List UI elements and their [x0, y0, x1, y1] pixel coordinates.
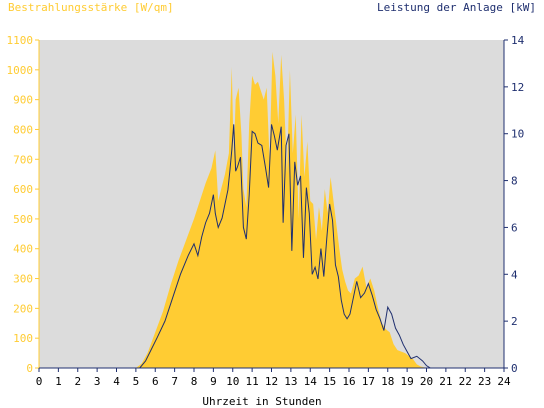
x-tick-label: 11 — [246, 375, 259, 388]
x-tick-label: 2 — [74, 375, 81, 388]
x-tick-label: 21 — [439, 375, 452, 388]
x-tick-label: 3 — [94, 375, 101, 388]
right-tick-label: 2 — [511, 315, 518, 328]
right-tick-label: 6 — [511, 221, 518, 234]
right-tick-label: 4 — [511, 268, 518, 281]
left-tick-label: 1000 — [7, 64, 34, 77]
x-tick-label: 5 — [133, 375, 140, 388]
x-tick-label: 16 — [342, 375, 355, 388]
left-tick-label: 600 — [13, 183, 33, 196]
right-tick-label: 0 — [511, 362, 518, 375]
x-tick-label: 7 — [171, 375, 178, 388]
left-tick-label: 200 — [13, 302, 33, 315]
right-tick-label: 14 — [511, 34, 525, 47]
left-tick-label: 0 — [26, 362, 33, 375]
x-tick-label: 14 — [304, 375, 318, 388]
right-tick-label: 10 — [511, 128, 524, 141]
x-tick-label: 24 — [497, 375, 511, 388]
x-axis-title: Uhrzeit in Stunden — [202, 395, 321, 408]
x-tick-label: 17 — [362, 375, 375, 388]
x-tick-label: 22 — [459, 375, 472, 388]
left-axis-title: Bestrahlungsstärke [W/qm] — [8, 1, 174, 14]
irradiance-area — [39, 51, 504, 369]
x-tick-label: 6 — [152, 375, 159, 388]
x-tick-label: 20 — [420, 375, 433, 388]
x-tick-label: 8 — [191, 375, 198, 388]
left-tick-label: 1100 — [7, 34, 34, 47]
x-tick-label: 0 — [36, 375, 43, 388]
x-tick-label: 19 — [401, 375, 414, 388]
left-tick-label: 100 — [13, 332, 33, 345]
x-tick-label: 18 — [381, 375, 394, 388]
left-tick-label: 400 — [13, 243, 33, 256]
x-tick-label: 9 — [210, 375, 217, 388]
x-tick-label: 13 — [284, 375, 297, 388]
right-tick-label: 8 — [511, 175, 518, 188]
x-tick-label: 15 — [323, 375, 336, 388]
left-tick-label: 800 — [13, 123, 33, 136]
x-tick-label: 12 — [265, 375, 278, 388]
left-tick-label: 900 — [13, 94, 33, 107]
right-tick-label: 12 — [511, 81, 524, 94]
x-tick-label: 1 — [55, 375, 62, 388]
power-line — [39, 124, 504, 369]
left-tick-label: 300 — [13, 273, 33, 286]
right-axis-title: Leistung der Anlage [kW] — [377, 1, 536, 14]
x-tick-label: 10 — [226, 375, 239, 388]
left-tick-label: 700 — [13, 153, 33, 166]
x-tick-label: 4 — [113, 375, 120, 388]
x-tick-label: 23 — [478, 375, 491, 388]
left-tick-label: 500 — [13, 213, 33, 226]
